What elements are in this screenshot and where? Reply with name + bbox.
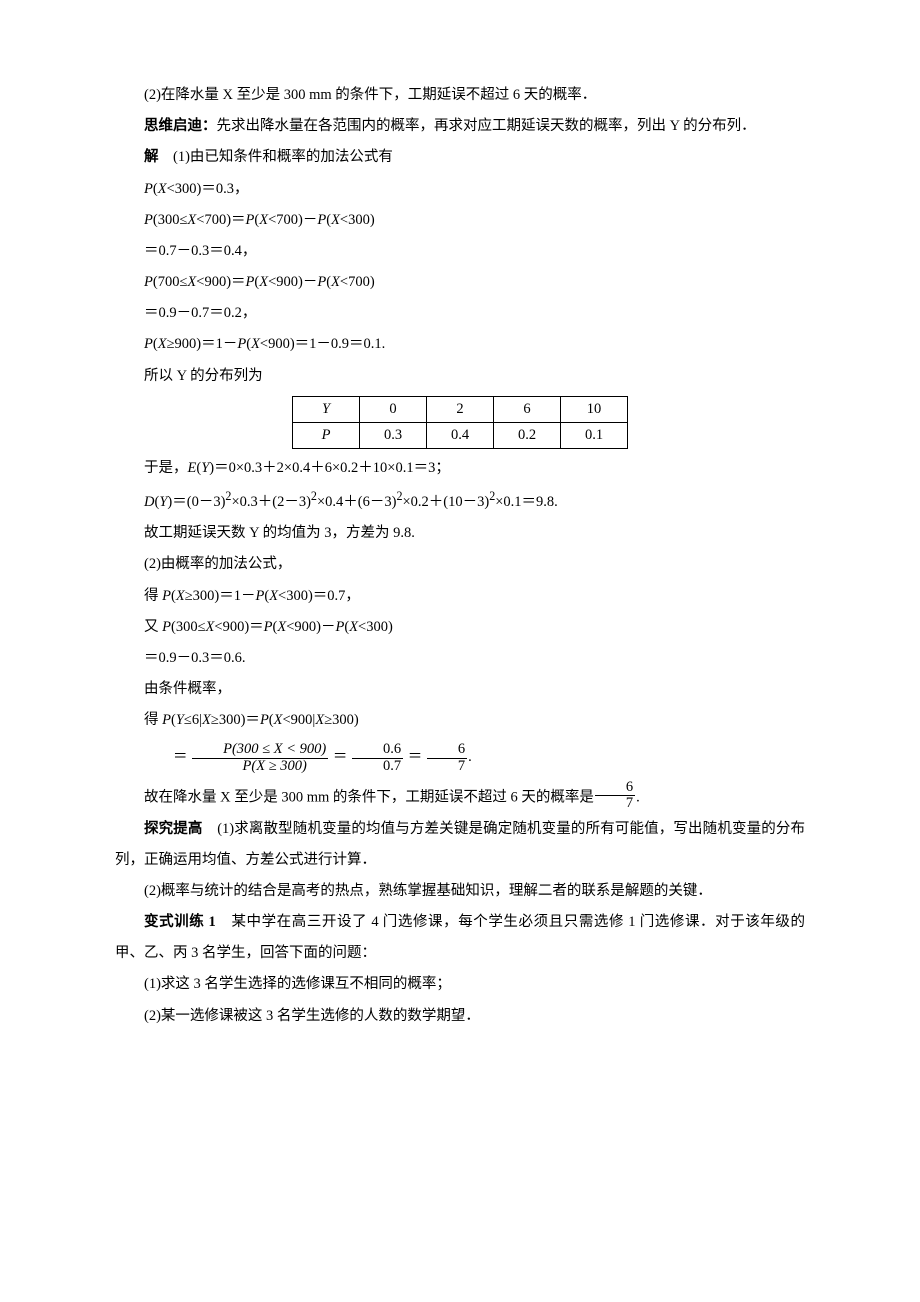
table-cell: 0.3 — [360, 422, 427, 448]
text: 由条件概率， — [144, 681, 231, 697]
paragraph: 故工期延误天数 Y 的均值为 3，方差为 9.8. — [115, 518, 805, 549]
fraction-den: P(X ≥ 300) — [192, 759, 328, 774]
text: (1)求这 3 名学生选择的选修课互不相同的概率； — [144, 976, 451, 992]
text: (1)由已知条件和概率的加法公式有 — [159, 149, 393, 165]
table-cell: 6 — [494, 396, 561, 422]
table-cell: 0 — [360, 396, 427, 422]
document-page: (2)在降水量 X 至少是 300 mm 的条件下，工期延误不超过 6 天的概率… — [0, 0, 920, 1092]
text: (2)某一选修课被这 3 名学生选修的人数的数学期望． — [144, 1008, 480, 1024]
fraction-den: 7 — [427, 759, 467, 774]
text: (2)概率与统计的结合是高考的热点，熟练掌握基础知识，理解二者的联系是解题的关键… — [115, 883, 712, 899]
paragraph: 探究提高 (1)求离散型随机变量的均值与方差关键是确定随机变量的所有可能值，写出… — [115, 814, 805, 876]
table-cell: 2 — [427, 396, 494, 422]
distribution-table: Y 0 2 6 10 P 0.3 0.4 0.2 0.1 — [292, 396, 628, 449]
equation-line: 于是，E(Y)＝0×0.3＋2×0.4＋6×0.2＋10×0.1＝3； — [115, 453, 805, 484]
equation-line: P(300≤X<700)＝P(X<700)－P(X<300) — [115, 205, 805, 236]
table-row: Y 0 2 6 10 — [293, 396, 628, 422]
label-solution: 解 — [144, 149, 159, 165]
equation-line: P(X≥900)＝1－P(X<900)＝1－0.9＝0.1. — [115, 329, 805, 360]
equation-line: 又 P(300≤X<900)＝P(X<900)－P(X<300) — [115, 612, 805, 643]
table-head: Y — [293, 396, 360, 422]
paragraph: 由条件概率， — [115, 674, 805, 705]
label-explore: 探究提高 — [144, 821, 203, 837]
text: 故工期延误天数 Y 的均值为 3，方差为 9.8. — [144, 525, 415, 541]
label-hint: 思维启迪： — [144, 118, 217, 134]
fraction-num: 0.6 — [352, 742, 403, 758]
paragraph: (2)某一选修课被这 3 名学生选修的人数的数学期望． — [115, 1001, 805, 1032]
table-row: P 0.3 0.4 0.2 0.1 — [293, 422, 628, 448]
equation-line: ＝ P(300 ≤ X < 900)P(X ≥ 300) ＝ 0.60.7 ＝ … — [115, 742, 805, 773]
text: 故在降水量 X 至少是 300 mm 的条件下，工期延误不超过 6 天的概率是 — [144, 789, 594, 805]
table-cell: 0.1 — [561, 422, 628, 448]
fraction-num: 6 — [595, 780, 635, 796]
equation-line: P(700≤X<900)＝P(X<900)－P(X<700) — [115, 267, 805, 298]
paragraph: (2)在降水量 X 至少是 300 mm 的条件下，工期延误不超过 6 天的概率… — [115, 80, 805, 111]
text: (2)在降水量 X 至少是 300 mm 的条件下，工期延误不超过 6 天的概率… — [144, 87, 596, 103]
text: (1)求离散型随机变量的均值与方差关键是确定随机变量的所有可能值，写出随机变量的… — [115, 821, 805, 868]
paragraph: (1)求这 3 名学生选择的选修课互不相同的概率； — [115, 969, 805, 1000]
equation-line: 得 P(X≥300)＝1－P(X<300)＝0.7， — [115, 581, 805, 612]
paragraph: 思维启迪：先求出降水量在各范围内的概率，再求对应工期延误天数的概率，列出 Y 的… — [115, 111, 805, 142]
text: (2)由概率的加法公式， — [144, 556, 291, 572]
paragraph: 所以 Y 的分布列为 — [115, 361, 805, 392]
table-head: P — [293, 422, 360, 448]
equation-line: ＝0.7－0.3＝0.4， — [115, 236, 805, 267]
paragraph: 变式训练 1 某中学在高三开设了 4 门选修课，每个学生必须且只需选修 1 门选… — [115, 907, 805, 969]
equation-line: ＝0.9－0.3＝0.6. — [115, 643, 805, 674]
text: 所以 Y 的分布列为 — [144, 368, 263, 384]
paragraph: (2)由概率的加法公式， — [115, 549, 805, 580]
paragraph: 解 (1)由已知条件和概率的加法公式有 — [115, 142, 805, 173]
table-cell: 0.4 — [427, 422, 494, 448]
fraction-num: P(300 ≤ X < 900) — [192, 742, 328, 758]
fraction-den: 0.7 — [352, 759, 403, 774]
fraction-num: 6 — [427, 742, 467, 758]
equation-line: P(X<300)＝0.3， — [115, 174, 805, 205]
equation-line: 得 P(Y≤6|X≥300)＝P(X<900|X≥300) — [115, 705, 805, 736]
label-variant: 变式训练 1 — [144, 914, 216, 930]
text: 先求出降水量在各范围内的概率，再求对应工期延误天数的概率，列出 Y 的分布列． — [217, 118, 756, 134]
paragraph: (2)概率与统计的结合是高考的热点，熟练掌握基础知识，理解二者的联系是解题的关键… — [115, 876, 805, 907]
equation-line: ＝0.9－0.7＝0.2， — [115, 298, 805, 329]
paragraph: 故在降水量 X 至少是 300 mm 的条件下，工期延误不超过 6 天的概率是6… — [115, 780, 805, 814]
fraction-den: 7 — [595, 796, 635, 811]
equation-line: D(Y)＝(0－3)2×0.3＋(2－3)2×0.4＋(6－3)2×0.2＋(1… — [115, 484, 805, 518]
text: 某中学在高三开设了 4 门选修课，每个学生必须且只需选修 1 门选修课．对于该年… — [115, 914, 805, 961]
table-cell: 0.2 — [494, 422, 561, 448]
table-cell: 10 — [561, 396, 628, 422]
